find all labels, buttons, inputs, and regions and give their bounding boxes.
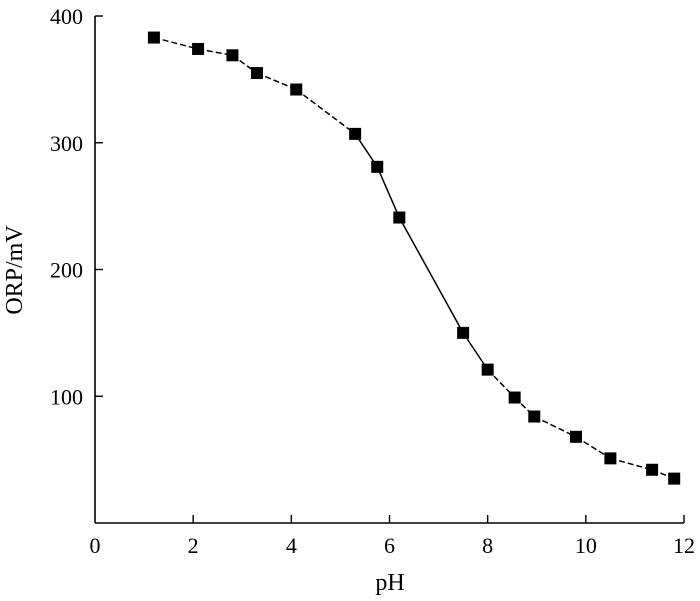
data-point: [570, 430, 583, 443]
y-tick-label: 100: [50, 384, 83, 409]
data-point: [192, 42, 205, 55]
series-segment: [398, 217, 464, 334]
data-point: [226, 49, 239, 62]
data-point: [250, 67, 263, 80]
x-tick-label: 8: [482, 533, 493, 558]
x-tick-label: 2: [188, 533, 199, 558]
data-point: [457, 326, 470, 339]
series-segment: [610, 457, 653, 471]
series-segment: [376, 166, 401, 218]
series-segment: [462, 332, 489, 371]
x-tick-label: 10: [575, 533, 597, 558]
x-tick-label: 0: [90, 533, 101, 558]
data-point: [646, 463, 659, 476]
series-segment: [295, 88, 356, 135]
data-point: [393, 211, 406, 224]
data-point: [508, 391, 521, 404]
x-tick-label: 4: [286, 533, 297, 558]
data-point: [604, 452, 617, 465]
x-axis-label: pH: [375, 570, 404, 596]
ticks: [95, 15, 685, 523]
series-segment: [153, 36, 199, 50]
series-segment: [533, 415, 577, 438]
x-tick-label: 12: [673, 533, 695, 558]
data-point: [349, 127, 362, 140]
series-segment: [575, 436, 611, 459]
data-point: [481, 363, 494, 376]
series-segment: [256, 72, 297, 91]
data-point: [528, 410, 541, 423]
y-tick-label: 300: [50, 131, 83, 156]
axes: [94, 16, 684, 524]
y-tick-label: 400: [50, 4, 83, 29]
tick-labels: 0 2 4 6 8 10 12 100 200 300 400: [50, 4, 695, 558]
data-series: [147, 31, 681, 485]
data-point: [290, 83, 303, 96]
data-point: [147, 31, 160, 44]
data-point: [668, 472, 681, 485]
data-point: [371, 160, 384, 173]
x-tick-label: 6: [384, 533, 395, 558]
y-axis-label: ORP/mV: [2, 225, 28, 315]
y-tick-label: 200: [50, 258, 83, 283]
